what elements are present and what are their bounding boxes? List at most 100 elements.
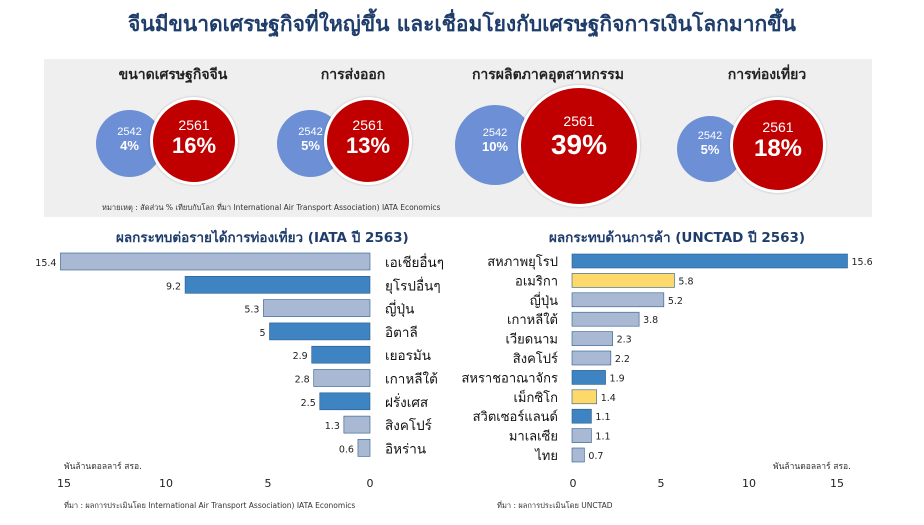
circle-2561: 2561 16% <box>150 97 238 185</box>
data-label: 1.3 <box>325 421 340 432</box>
circle-percent: 13% <box>345 133 391 158</box>
category-label: เยอรมัน <box>385 348 431 364</box>
circle-2561: 2561 18% <box>730 97 826 193</box>
data-label: 5.8 <box>678 276 693 287</box>
category-label: ยุโรปอื่นๆ <box>385 276 441 294</box>
x-tick-label: 5 <box>658 477 665 490</box>
bar <box>571 447 585 463</box>
circle-year: 2561 <box>352 117 384 133</box>
category-label: สิงคโปร์ <box>513 351 558 367</box>
circle-group-title: ขนาดเศรษฐกิจจีน <box>118 67 228 83</box>
bar <box>184 275 371 294</box>
category-label: สิงคโปร์ <box>385 417 432 434</box>
circle-year: 2542 <box>117 126 142 138</box>
page-title: จีนมีขนาดเศรษฐกิจที่ใหญ่ขึ้น และเชื่อมโย… <box>128 12 796 36</box>
bar <box>571 311 640 327</box>
data-label: 9.2 <box>166 281 181 292</box>
bar <box>571 331 613 346</box>
bar <box>571 428 592 443</box>
circle-percent: 39% <box>550 129 608 160</box>
category-label: ญี่ปุ่น <box>385 300 414 318</box>
bar <box>571 292 665 308</box>
data-label: 2.8 <box>295 375 310 386</box>
bar <box>571 273 675 288</box>
category-label: อิหร่าน <box>385 441 426 457</box>
left-source-note: ที่มา : ผลการประเมินโดย International Ai… <box>64 501 356 510</box>
circle-percent: 10% <box>481 139 509 154</box>
category-label: สวิตเซอร์แลนด์ <box>473 409 558 425</box>
circle-year: 2561 <box>563 113 595 129</box>
data-label: 3.8 <box>643 315 658 326</box>
bar <box>571 370 606 385</box>
circle-percent: 5% <box>301 138 320 153</box>
category-label: สหราชอาณาจักร <box>461 371 558 386</box>
data-label: 2.9 <box>293 351 308 362</box>
x-tick-label: 15 <box>830 477 844 490</box>
x-tick-label: 15 <box>57 477 71 490</box>
tourism-impact-chart: 15.4 เอเชียอื่นๆ 9.2 ยุโรปอื่นๆ 5.3 ญี่ปุ่น 5 อ… <box>35 252 444 457</box>
data-label: 15.6 <box>851 257 872 268</box>
category-label: ฝรั่งเศส <box>385 393 428 411</box>
x-tick-label: 0 <box>367 477 374 490</box>
circle-percent: 4% <box>120 138 139 153</box>
left-chart-title: ผลกระทบต่อรายได้การท่องเที่ยว (IATA ปี 2… <box>116 230 409 246</box>
share-panel: ขนาดเศรษฐกิจจีน 2542 4% 2561 16% การส่งอ… <box>44 59 872 217</box>
circle-2542: 2542 10% <box>455 105 535 185</box>
category-label: เกาหลีใต้ <box>385 371 438 388</box>
circle-year: 2561 <box>762 119 794 135</box>
data-label: 2.3 <box>617 335 632 346</box>
data-label: 15.4 <box>35 258 56 269</box>
bar <box>311 345 371 364</box>
x-tick-label: 5 <box>265 477 272 490</box>
right-chart-title: ผลกระทบด้านการค้า (UNCTAD ปี 2563) <box>549 230 806 246</box>
circle-2561: 2561 39% <box>518 85 640 207</box>
data-label: 5.2 <box>668 296 683 307</box>
circle-2561: 2561 13% <box>324 97 412 185</box>
circles-note: หมายเหตุ : สัดส่วน % เทียบกับโลก ที่มา I… <box>102 203 441 212</box>
right-x-axis: 0 5 10 15 <box>570 477 845 490</box>
bar <box>263 299 371 317</box>
circle-percent: 16% <box>171 133 217 158</box>
circle-group-title: การส่งออก <box>320 67 386 83</box>
category-label: เวียดนาม <box>505 332 558 348</box>
left-unit-label: พันล้านดอลลาร์ สรอ. <box>64 462 142 472</box>
category-label: มาเลเซีย <box>509 429 558 445</box>
bar <box>269 322 371 341</box>
category-label: สหภาพยุโรป <box>487 254 558 270</box>
x-tick-label: 10 <box>742 477 756 490</box>
bar <box>319 392 371 411</box>
trade-impact-chart: 15.6 สหภาพยุโรป 5.8 อเมริกา 5.2 ญี่ปุ่น 3.8 เกา… <box>461 253 873 464</box>
data-label: 0.6 <box>339 444 354 455</box>
bar <box>343 415 371 434</box>
category-label: อเมริกา <box>515 274 558 289</box>
category-label: อิตาลี <box>385 325 418 341</box>
data-label: 1.4 <box>601 393 616 404</box>
bar <box>357 439 371 457</box>
data-label: 1.1 <box>595 412 610 423</box>
left-x-axis: 15 10 5 0 <box>57 477 374 490</box>
bar <box>60 252 371 271</box>
bar <box>313 369 371 387</box>
right-unit-label: พันล้านดอลลาร์ สรอ. <box>773 462 851 472</box>
circle-group-title: การท่องเที่ยว <box>727 67 807 83</box>
circle-year: 2542 <box>482 127 508 139</box>
data-label: 5.3 <box>244 305 259 316</box>
bar <box>571 253 848 269</box>
x-tick-label: 0 <box>570 477 577 490</box>
category-label: ไทย <box>534 448 558 464</box>
circle-year: 2542 <box>697 130 723 142</box>
data-label: 2.5 <box>301 398 316 409</box>
bar <box>571 408 592 424</box>
circle-year: 2561 <box>178 117 210 133</box>
circle-percent: 5% <box>700 142 720 157</box>
category-label: เกาหลีใต้ <box>507 312 558 328</box>
category-label: ญี่ปุ่น <box>530 292 558 309</box>
x-tick-label: 10 <box>159 477 173 490</box>
data-label: 1.9 <box>610 373 625 384</box>
category-label: เม็กซิโก <box>513 388 558 406</box>
circle-percent: 18% <box>753 135 803 162</box>
data-label: 1.1 <box>595 432 610 443</box>
bar <box>571 389 598 405</box>
circle-year: 2542 <box>298 126 323 138</box>
right-source-note: ที่มา : ผลการประเมินโดย UNCTAD <box>497 501 613 510</box>
